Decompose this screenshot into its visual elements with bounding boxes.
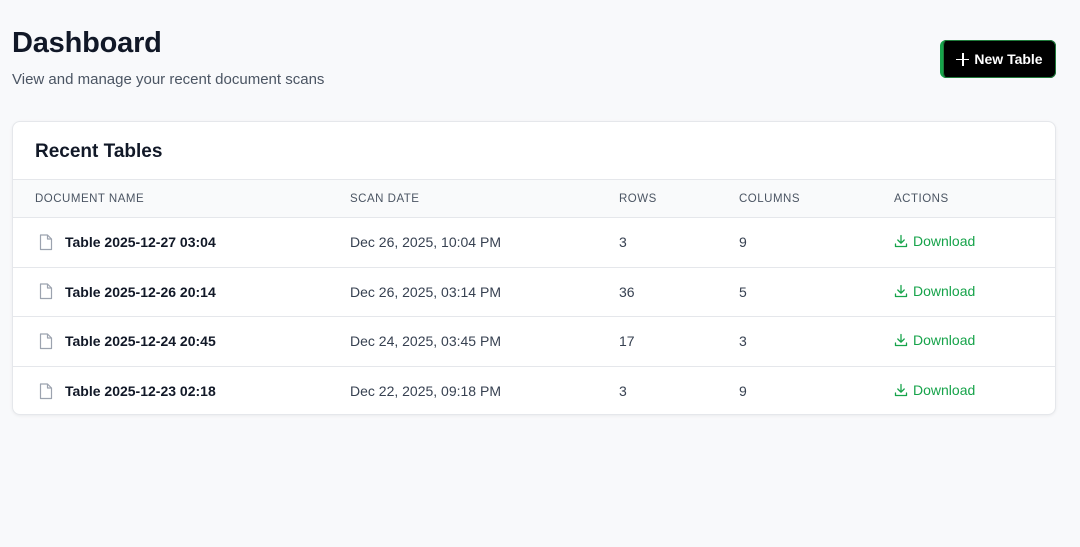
column-count: 3	[739, 333, 747, 350]
recent-tables-card: Recent Tables DOCUMENT NAME SCAN DATE RO…	[12, 121, 1056, 415]
document-name[interactable]: Table 2025-12-23 02:18	[65, 383, 216, 400]
scan-date: Dec 26, 2025, 10:04 PM	[350, 234, 501, 251]
document-name-cell: Table 2025-12-23 02:18	[35, 383, 350, 400]
download-icon	[894, 383, 908, 397]
table-row: Table 2025-12-24 20:45 Dec 24, 2025, 03:…	[13, 317, 1055, 367]
download-icon	[894, 284, 908, 298]
column-header-scan-date: SCAN DATE	[350, 192, 420, 205]
download-label: Download	[913, 382, 976, 399]
page-subtitle: View and manage your recent document sca…	[12, 71, 325, 88]
row-count: 17	[619, 333, 635, 350]
document-name[interactable]: Table 2025-12-27 03:04	[65, 234, 216, 251]
document-name-cell: Table 2025-12-24 20:45	[35, 333, 350, 350]
column-count: 9	[739, 234, 747, 251]
plus-icon	[956, 52, 970, 66]
column-count: 9	[739, 383, 747, 400]
column-header-columns: COLUMNS	[739, 192, 801, 205]
download-link[interactable]: Download	[894, 233, 975, 249]
card-title: Recent Tables	[35, 141, 163, 162]
new-table-label: New Table	[974, 51, 1043, 67]
download-icon	[894, 333, 908, 347]
table-row: Table 2025-12-27 03:04 Dec 26, 2025, 10:…	[13, 218, 1055, 268]
row-count: 3	[619, 234, 627, 251]
download-label: Download	[913, 282, 976, 299]
scan-date: Dec 24, 2025, 03:45 PM	[350, 333, 501, 350]
recent-tables-table: DOCUMENT NAME SCAN DATE ROWS COLUMNS ACT…	[13, 179, 1055, 414]
document-name-cell: Table 2025-12-26 20:14	[35, 283, 350, 300]
table-row: Table 2025-12-26 20:14 Dec 26, 2025, 03:…	[13, 267, 1055, 317]
download-label: Download	[913, 233, 976, 250]
table-header-row: DOCUMENT NAME SCAN DATE ROWS COLUMNS ACT…	[13, 179, 1055, 218]
file-icon	[39, 283, 53, 300]
download-icon	[894, 234, 908, 248]
document-name-cell: Table 2025-12-27 03:04	[35, 234, 350, 251]
file-icon	[39, 333, 53, 350]
row-count: 3	[619, 383, 627, 400]
file-icon	[39, 234, 53, 251]
download-label: Download	[913, 332, 976, 349]
column-header-actions: ACTIONS	[894, 192, 949, 205]
new-table-button[interactable]: New Table	[940, 40, 1056, 78]
file-icon	[39, 383, 53, 400]
scan-date: Dec 22, 2025, 09:18 PM	[350, 383, 501, 400]
download-link[interactable]: Download	[894, 382, 975, 398]
column-header-rows: ROWS	[619, 192, 657, 205]
download-link[interactable]: Download	[894, 332, 975, 348]
scan-date: Dec 26, 2025, 03:14 PM	[350, 283, 501, 300]
column-header-document-name: DOCUMENT NAME	[35, 192, 145, 205]
row-count: 36	[619, 283, 635, 300]
table-row: Table 2025-12-23 02:18 Dec 22, 2025, 09:…	[13, 366, 1055, 414]
page-header: Dashboard View and manage your recent do…	[12, 0, 1056, 120]
page-title: Dashboard	[12, 27, 162, 59]
document-name[interactable]: Table 2025-12-24 20:45	[65, 333, 216, 350]
document-name[interactable]: Table 2025-12-26 20:14	[65, 283, 216, 300]
download-link[interactable]: Download	[894, 283, 975, 299]
column-count: 5	[739, 283, 747, 300]
